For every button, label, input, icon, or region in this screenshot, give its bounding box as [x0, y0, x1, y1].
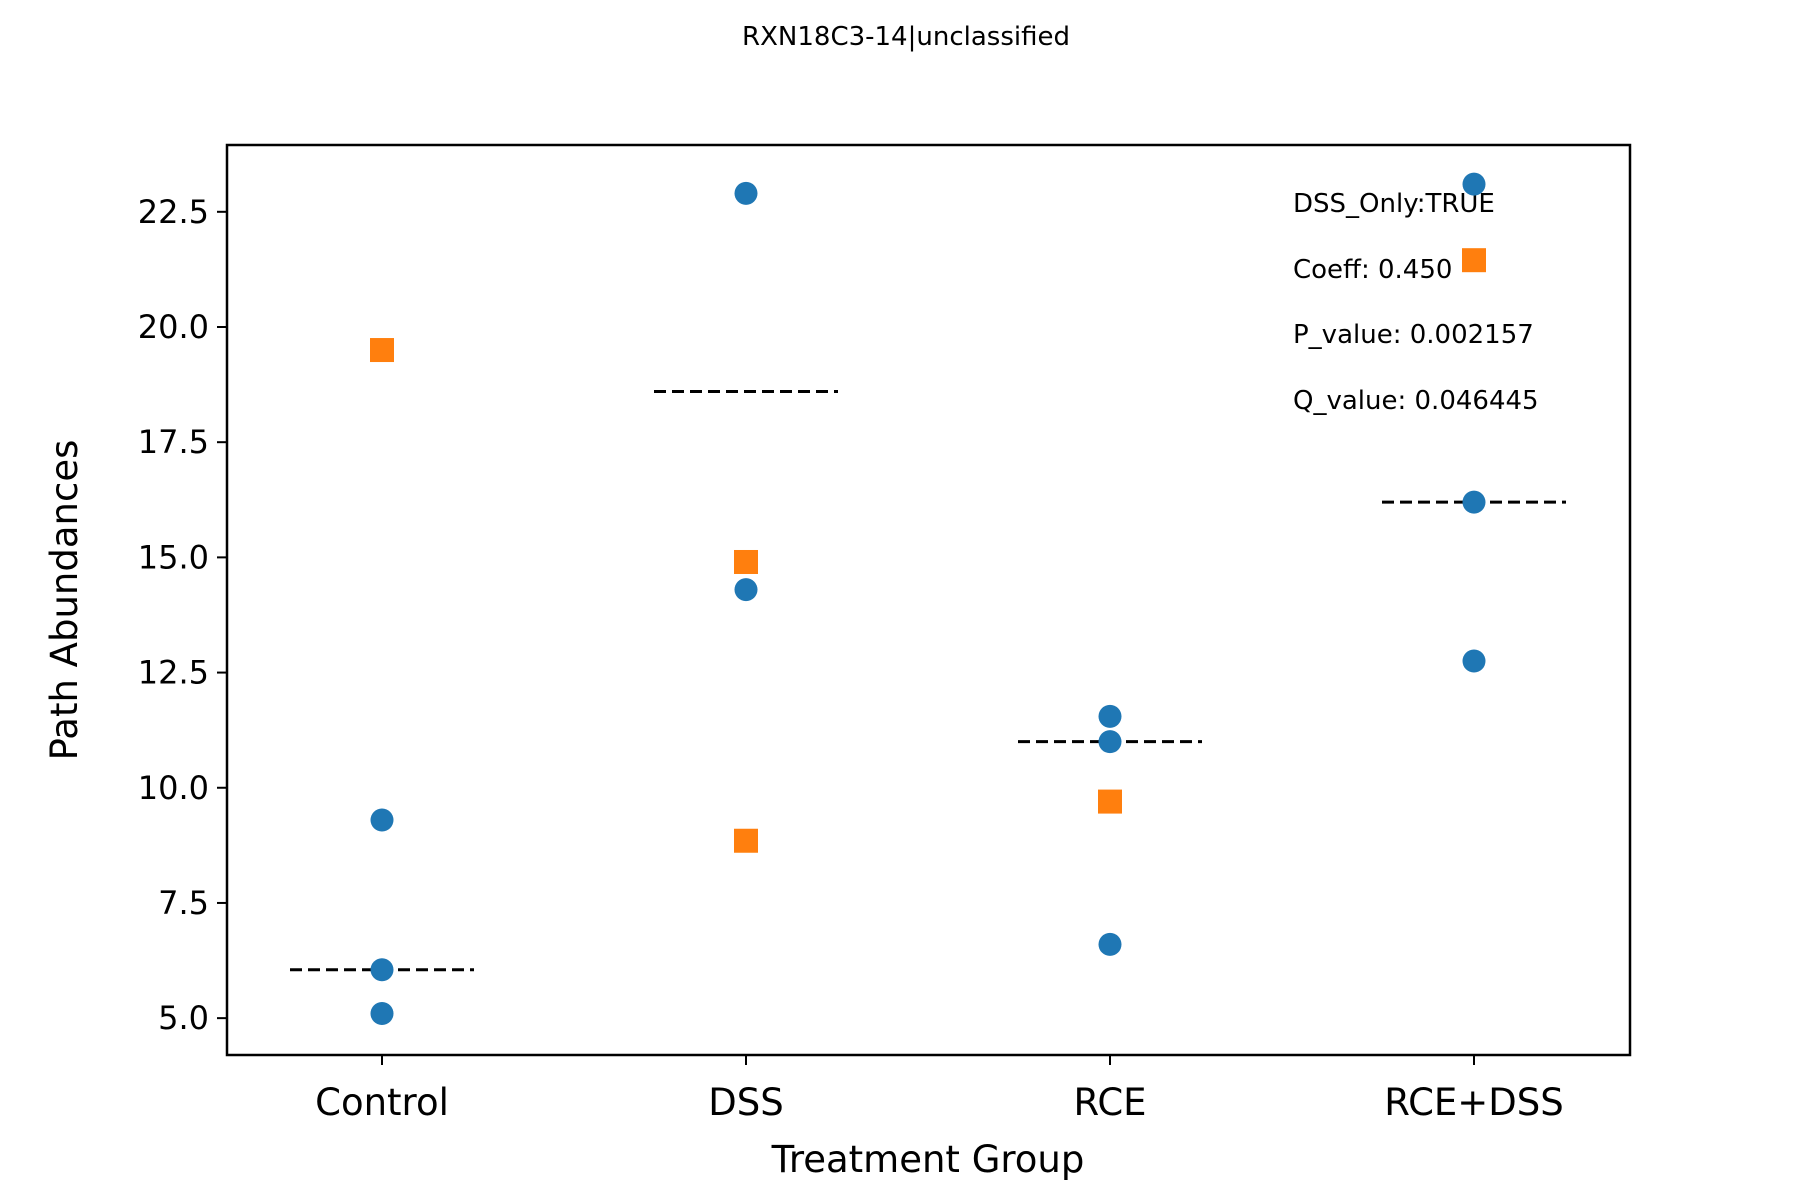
- data-point-circle: [1462, 490, 1486, 514]
- data-point-circle: [370, 958, 394, 982]
- data-point-square: [734, 549, 758, 574]
- y-axis: 5.0 7.5 10.0 12.5 15.0 17.5 20.0 22.5: [138, 193, 227, 1037]
- y-tick-label: 22.5: [138, 193, 209, 231]
- x-tick-label: Control: [315, 1081, 449, 1124]
- data-point-square: [1462, 248, 1486, 273]
- x-axis: Control DSS RCE RCE+DSS: [315, 1055, 1564, 1124]
- data-point-circle: [1462, 172, 1486, 196]
- data-point-circle: [1098, 730, 1122, 754]
- y-tick-label: 10.0: [138, 769, 209, 807]
- data-point-square: [734, 828, 758, 853]
- y-tick-label: 7.5: [158, 884, 209, 922]
- annotation-dss-only: DSS_Only:TRUE: [1293, 189, 1495, 219]
- y-tick-label: 12.5: [138, 654, 209, 692]
- annotation-q-value: Q_value: 0.046445: [1293, 386, 1539, 416]
- x-tick-label: DSS: [708, 1081, 783, 1124]
- data-point-circle: [1098, 704, 1122, 728]
- data-point-circle: [370, 808, 394, 832]
- chart-title: RXN18C3-14|unclassified: [742, 22, 1070, 52]
- data-point-circle: [734, 578, 758, 602]
- group-mean-lines: [290, 390, 1566, 972]
- data-point-circle: [734, 181, 758, 205]
- x-tick-label: RCE+DSS: [1384, 1081, 1564, 1124]
- annotation-coeff: Coeff: 0.450: [1293, 255, 1452, 285]
- plot-frame: [225, 143, 1632, 1057]
- data-point-circle: [1098, 932, 1122, 956]
- data-point-circle: [370, 1002, 394, 1026]
- y-tick-label: 20.0: [138, 308, 209, 346]
- annotation-p-value: P_value: 0.002157: [1293, 320, 1534, 350]
- data-point-square: [1098, 789, 1122, 814]
- y-tick-label: 15.0: [138, 538, 209, 576]
- data-point-circle: [1462, 649, 1486, 673]
- y-tick-label: 5.0: [158, 999, 209, 1037]
- data-point-square: [370, 338, 394, 363]
- x-axis-title: Treatment Group: [771, 1138, 1085, 1181]
- stats-annotations: DSS_Only:TRUE Coeff: 0.450 P_value: 0.00…: [1293, 189, 1539, 416]
- data-points: [370, 172, 1486, 1026]
- y-axis-title: Path Abundances: [43, 440, 86, 761]
- y-tick-label: 17.5: [138, 423, 209, 461]
- x-tick-label: RCE: [1073, 1081, 1146, 1124]
